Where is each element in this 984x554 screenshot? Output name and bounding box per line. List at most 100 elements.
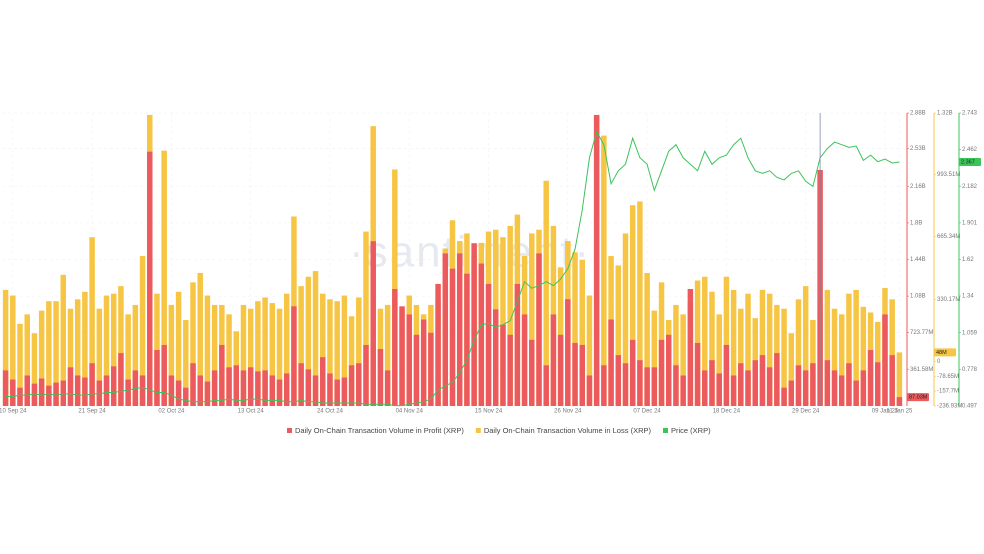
bar [283, 373, 290, 406]
x-tick-label: 15 Nov 24 [475, 409, 503, 415]
bar [637, 360, 643, 406]
bar [384, 370, 391, 406]
y-tick-label: 2.743 [962, 111, 978, 117]
bar [716, 314, 722, 406]
bar [420, 319, 427, 406]
bar [399, 306, 405, 406]
bar [327, 299, 333, 406]
bar [298, 286, 304, 406]
bar [629, 339, 636, 406]
y-tick-label: 1.8B [910, 220, 922, 226]
bar [168, 375, 175, 406]
x-tick-label: 09 Jan 25 [872, 409, 899, 415]
bar [190, 363, 196, 406]
bar [363, 231, 369, 406]
y-tick-label: 1.32B [937, 111, 953, 117]
bar [658, 339, 665, 406]
bar [211, 304, 218, 406]
legend-swatch [287, 428, 292, 433]
bar [831, 308, 838, 406]
bar [464, 273, 470, 406]
bar [312, 375, 319, 406]
bar [846, 293, 852, 406]
bar [428, 332, 434, 406]
bar [500, 237, 506, 406]
bar [2, 370, 9, 406]
bar [204, 295, 211, 406]
bar [211, 370, 218, 406]
bar [341, 377, 348, 406]
bar [507, 334, 513, 406]
bar [759, 355, 766, 406]
bar [781, 387, 787, 406]
last-value-badge [934, 348, 956, 357]
bar [334, 301, 340, 406]
bar [889, 299, 895, 406]
bar [38, 310, 45, 406]
bar [824, 289, 831, 406]
bar [723, 276, 730, 406]
bar [666, 334, 672, 406]
bar [889, 355, 895, 406]
bar [601, 135, 607, 407]
y-tick-label: 0.778 [962, 367, 978, 373]
bar [521, 314, 528, 406]
bar [103, 375, 110, 406]
bar [838, 314, 845, 406]
bar [846, 363, 852, 406]
bar [759, 289, 766, 406]
bar [82, 291, 88, 406]
y-tick-label: 361.58M [910, 367, 933, 373]
y-tick-label: 0.497 [962, 404, 978, 410]
bar [276, 379, 283, 406]
bar [204, 381, 211, 406]
y-tick-label: 0 [937, 359, 941, 365]
bar [255, 371, 261, 406]
legend-label: Daily On-Chain Transaction Volume in Los… [484, 426, 652, 435]
bar [125, 314, 131, 406]
bar [89, 237, 95, 406]
bar [125, 379, 131, 406]
bar [730, 289, 737, 406]
y-tick-label: 993.51M [937, 172, 960, 178]
bar [96, 308, 103, 406]
bar [233, 365, 239, 406]
bar [550, 314, 557, 406]
bar [680, 314, 686, 406]
bar [694, 342, 701, 406]
bar [24, 375, 30, 406]
legend-swatch [475, 428, 481, 433]
bar [456, 253, 463, 406]
bar [788, 333, 795, 406]
bar [774, 353, 780, 406]
bar [139, 375, 146, 406]
bar [17, 323, 23, 406]
bar [96, 380, 103, 406]
bar [629, 205, 636, 406]
bar [853, 289, 859, 406]
bar [219, 344, 225, 406]
bar [276, 308, 283, 406]
y-tick-label: 330.17M [937, 297, 960, 303]
x-tick-label: 11 Jan 25 [886, 409, 913, 415]
legend: Daily On-Chain Transaction Volume in Pro… [287, 426, 711, 435]
bar [139, 256, 146, 406]
bar [240, 370, 247, 406]
bar [132, 304, 139, 406]
bar [320, 293, 326, 406]
bar [255, 301, 261, 406]
bar [377, 349, 384, 406]
bar [327, 373, 333, 406]
bar [291, 306, 297, 406]
bar [637, 201, 643, 406]
bar [413, 334, 420, 406]
bar [738, 363, 744, 406]
bar [680, 375, 686, 406]
bar [579, 344, 585, 406]
bar [867, 350, 874, 406]
legend-swatch [662, 428, 668, 433]
bar [478, 263, 485, 406]
y-tick-label: 1.44B [910, 257, 926, 263]
bar [622, 233, 629, 406]
bar [802, 286, 809, 406]
